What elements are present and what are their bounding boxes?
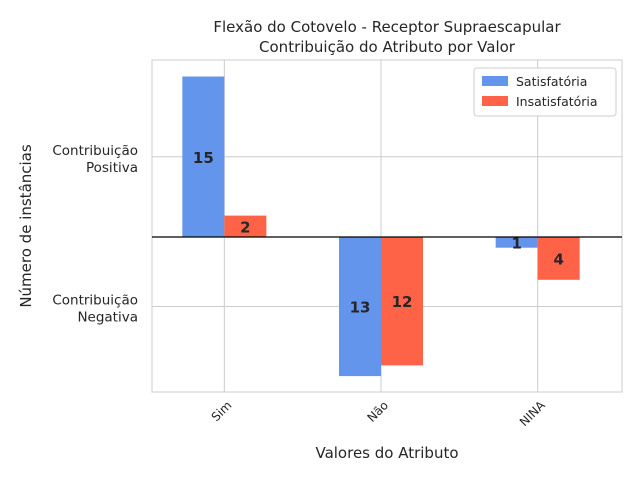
bar-satisfatória-sim (182, 76, 225, 237)
bar-insatisfatória-nina (537, 237, 580, 280)
data-label: 12 (392, 293, 413, 311)
legend-entry: Insatisfatória (516, 94, 598, 109)
x-tick-label: Sim (209, 398, 235, 424)
legend: Satisfatória Insatisfatória (473, 67, 617, 117)
legend-entry: Satisfatória (516, 74, 587, 89)
data-label: 1 (511, 234, 521, 252)
data-label: 13 (350, 299, 371, 317)
chart-title-line-2: Contribuição do Atributo por Valor (259, 38, 516, 56)
legend-swatch (482, 96, 508, 106)
bar-satisfatória-não (339, 237, 381, 377)
x-tick-label: NINA (517, 398, 548, 429)
y-tick-label: Positiva (86, 160, 138, 176)
y-tick-label: Contribuição (52, 143, 138, 159)
data-label: 4 (553, 250, 563, 268)
x-axis-label: Valores do Atributo (315, 444, 458, 462)
y-tick-label: Contribuição (52, 293, 138, 309)
bar-insatisfatória-sim (224, 215, 267, 237)
legend-box (473, 67, 617, 117)
bar-satisfatória-nina (495, 237, 538, 248)
chart-title-line-1: Flexão do Cotovelo - Receptor Supraescap… (213, 18, 561, 36)
data-label: 15 (193, 149, 214, 167)
y-axis-label: Número de instâncias (17, 144, 35, 308)
data-label: 2 (240, 218, 250, 236)
bar-insatisfatória-não (381, 237, 423, 366)
y-tick-label: Negativa (77, 310, 138, 326)
legend-swatch (482, 76, 508, 86)
x-tick-label: Não (364, 398, 391, 425)
